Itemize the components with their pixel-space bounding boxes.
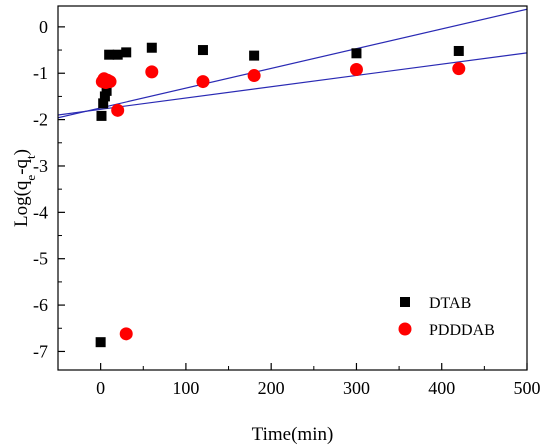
y-axis-label-mid: -q — [11, 158, 32, 174]
dtab-point — [99, 91, 110, 102]
pdddab-point — [452, 62, 466, 76]
y-tick-label: -6 — [33, 295, 48, 315]
y-axis-label-sub-e: e — [23, 175, 38, 181]
pdddab-point — [349, 63, 363, 77]
x-axis: 0 100 200 300 400 500 — [57, 363, 541, 398]
y-axis-label-sub-t: t — [23, 155, 38, 159]
legend-label: DTAB — [429, 295, 471, 312]
y-tick-label: -3 — [33, 156, 48, 176]
dtab-point — [98, 98, 109, 109]
legend-marker-pdddab — [398, 322, 412, 336]
x-tick-label: 100 — [172, 378, 199, 398]
fit-lines — [58, 8, 527, 119]
dtab-point — [351, 48, 362, 59]
dtab-point — [95, 337, 106, 348]
x-axis-label: Time(min) — [252, 424, 334, 445]
dtab-point — [112, 49, 123, 60]
data-points — [95, 42, 466, 348]
dtab-point — [104, 49, 115, 60]
dtab-point — [96, 110, 107, 121]
x-tick-label: 0 — [96, 378, 105, 398]
pdddab-point — [145, 65, 159, 79]
y-axis-label-main: Log(q — [11, 180, 32, 227]
legend: DTAB PDDDAB — [398, 295, 495, 339]
pdddab-point — [111, 103, 125, 117]
x-tick-label: 500 — [514, 378, 541, 398]
dtab-point — [121, 47, 132, 58]
x-tick-label: 200 — [258, 378, 285, 398]
y-axis: 0 -1 -2 -3 -4 -5 -6 -7 — [33, 17, 65, 361]
x-tick-label: 300 — [343, 378, 370, 398]
y-axis-label: Log(qe-qt) — [11, 149, 38, 227]
legend-marker-dtab — [400, 297, 410, 307]
dtab-point — [453, 45, 464, 56]
dtab-point — [101, 85, 112, 96]
fit-line — [58, 52, 527, 116]
y-tick-label: -1 — [33, 63, 48, 83]
pdddab-point — [119, 327, 133, 341]
pdddab-point — [247, 69, 261, 83]
legend-label: PDDDAB — [429, 322, 495, 339]
y-tick-label: 0 — [39, 17, 48, 37]
y-tick-label: -5 — [33, 249, 48, 269]
y-tick-label: -7 — [33, 341, 48, 361]
pdddab-point — [103, 75, 117, 89]
dtab-point — [146, 42, 157, 53]
plot-frame — [57, 5, 528, 371]
y-tick-label: -2 — [33, 110, 48, 130]
fit-line — [58, 8, 527, 119]
y-axis-label-end: ) — [11, 149, 32, 155]
x-tick-label: 400 — [428, 378, 455, 398]
dtab-point — [249, 50, 260, 61]
pdddab-point — [196, 75, 210, 89]
dtab-point — [197, 45, 208, 56]
y-tick-label: -4 — [33, 202, 48, 222]
